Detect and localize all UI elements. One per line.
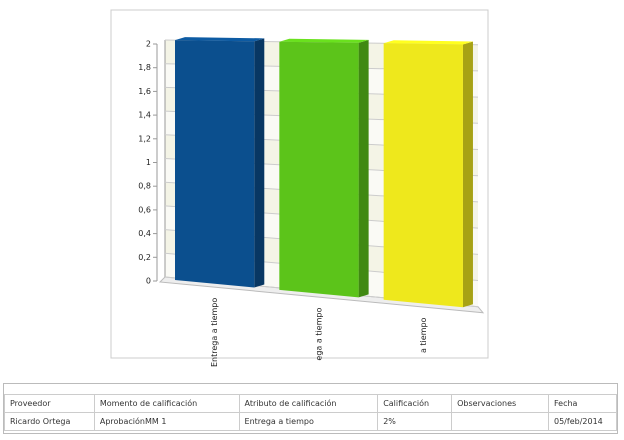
bar-top <box>383 40 473 45</box>
bar-side <box>462 41 473 308</box>
bar <box>383 43 463 308</box>
table-header-row: Proveedor Momento de calificación Atributo… <box>4 394 617 413</box>
y-tick-label: 1,6 <box>138 87 151 96</box>
y-tick-label: 1 <box>146 158 151 167</box>
y-tick-label: 0,4 <box>138 229 151 238</box>
table-cell: Ricardo Ortega <box>4 412 95 431</box>
bar-top <box>279 38 369 43</box>
y-tick-label: 1,2 <box>138 134 151 143</box>
x-tick-label: ega a tiempo <box>314 308 323 361</box>
table-cell: Entrega a tiempo <box>238 412 379 431</box>
x-tick-label: a tiempo <box>419 317 428 353</box>
table-cell <box>451 412 549 431</box>
table-cell: 2% <box>377 412 453 431</box>
table: Proveedor Momento de calificación Atributo… <box>4 394 617 431</box>
y-tick-label: 1,8 <box>138 63 151 72</box>
table-body: Proveedor Momento de calificación Atributo… <box>4 394 617 431</box>
table-cell: Atributo de calificación <box>238 394 379 413</box>
bar-top <box>175 37 265 42</box>
bar <box>175 40 255 288</box>
y-tick-label: 2 <box>146 40 151 49</box>
table-cell: Calificación <box>377 394 453 413</box>
table-cell: AprobaciónMM 1 <box>93 412 240 431</box>
y-tick-label: 0,2 <box>138 253 151 262</box>
plot: 0 0,2 0,4 0,6 0,8 1 1,2 1,4 1,6 1,8 2 Entrega a tie… <box>138 37 485 367</box>
bar <box>279 41 359 298</box>
table-cell: Fecha <box>548 394 617 413</box>
chart: 0 0,2 0,4 0,6 0,8 1 1,2 1,4 1,6 1,8 2 Entrega a tie… <box>110 9 489 367</box>
table-panel: Proveedor Momento de calificación Atributo… <box>3 383 618 434</box>
bar-side <box>254 38 265 288</box>
y-tick-label: 0,6 <box>138 205 151 214</box>
table-cell: Momento de calificación <box>93 394 240 413</box>
y-tick-label: 1,4 <box>138 111 151 120</box>
table-cell: Proveedor <box>4 394 95 413</box>
bar-side <box>358 39 369 298</box>
table-row: Ricardo Ortega AprobaciónMM 1 Entrega a ti… <box>4 412 617 431</box>
y-tick-label: 0,8 <box>138 182 151 191</box>
x-tick-label: Entrega a tiempo <box>210 298 219 367</box>
table-cell: Observaciones <box>451 394 549 413</box>
y-tick-label: 0 <box>146 277 151 286</box>
table-cell: 05/feb/2014 <box>548 412 617 431</box>
